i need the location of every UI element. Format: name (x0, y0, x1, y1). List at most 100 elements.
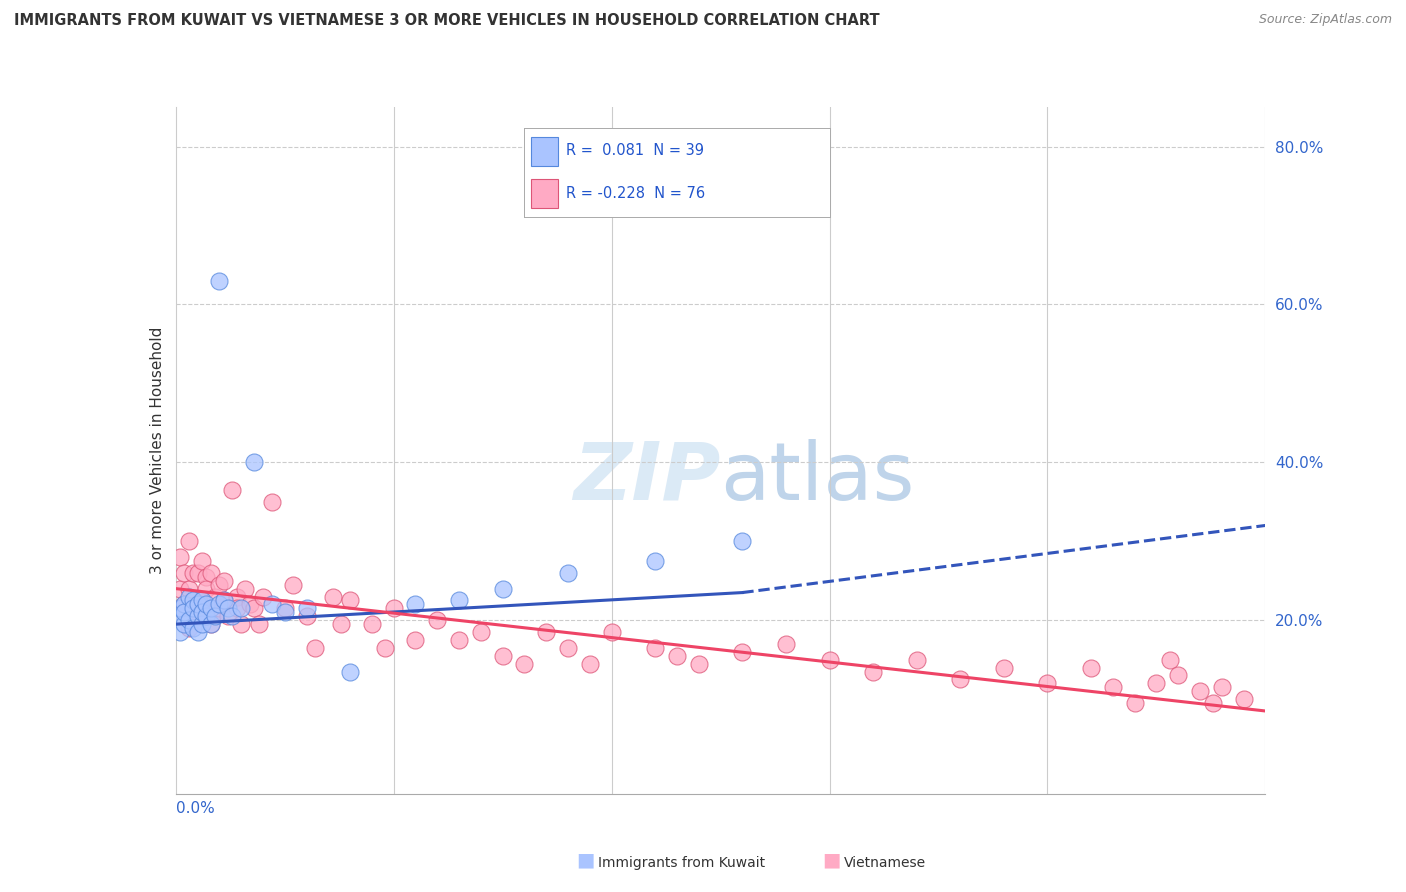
Point (169, 582, 191, 596)
Text: Immigrants from Kuwait: Immigrants from Kuwait (598, 855, 765, 870)
Point (666, 648, 689, 663)
Point (186, 566, 209, 580)
Point (243, 455, 266, 469)
Point (181, 621, 204, 635)
Point (260, 495, 283, 509)
Point (905, 653, 928, 667)
Point (200, 617, 222, 632)
Point (191, 605, 214, 619)
Point (177, 590, 200, 604)
Point (644, 640, 666, 655)
Point (405, 632, 427, 647)
Point (534, 625, 557, 640)
Point (274, 601, 297, 615)
Point (1189, 684, 1212, 698)
Point (195, 609, 218, 624)
Point (191, 593, 214, 607)
Point (1080, 660, 1102, 674)
Point (221, 609, 243, 624)
Text: 0.0%: 0.0% (176, 801, 215, 816)
Point (173, 598, 195, 612)
Point (492, 582, 515, 596)
Point (231, 601, 253, 615)
Point (557, 640, 579, 655)
Point (731, 534, 754, 549)
Point (382, 601, 405, 615)
Point (177, 613, 200, 627)
Point (169, 601, 191, 615)
Text: ZIP: ZIP (574, 439, 721, 517)
Point (195, 570, 218, 584)
Point (208, 601, 231, 615)
Point (225, 601, 247, 615)
Point (204, 605, 226, 619)
Point (1159, 653, 1181, 667)
Point (1202, 696, 1225, 710)
Point (191, 593, 214, 607)
Point (208, 598, 231, 612)
Point (360, 617, 382, 632)
Point (447, 593, 470, 607)
Point (818, 653, 841, 667)
Y-axis label: 3 or more Vehicles in Household: 3 or more Vehicles in Household (149, 326, 165, 574)
Point (1036, 676, 1059, 690)
Text: ■: ■ (576, 851, 595, 870)
Point (557, 566, 579, 580)
Point (191, 617, 214, 632)
Point (173, 598, 195, 612)
Point (252, 590, 274, 604)
Point (339, 665, 361, 679)
Point (688, 657, 710, 671)
Point (322, 590, 344, 604)
Point (295, 609, 318, 624)
Point (212, 574, 235, 588)
Point (186, 598, 209, 612)
Point (169, 609, 191, 624)
Point (775, 637, 797, 651)
Point (200, 566, 222, 580)
Text: Vietnamese: Vietnamese (844, 855, 925, 870)
Point (330, 617, 353, 632)
Point (217, 601, 239, 615)
Point (181, 593, 204, 607)
Point (173, 617, 195, 632)
Point (600, 625, 623, 640)
Point (225, 590, 247, 604)
Point (204, 590, 226, 604)
Point (304, 640, 326, 655)
Point (212, 593, 235, 607)
Point (243, 601, 266, 615)
Point (173, 605, 195, 619)
Point (191, 554, 214, 568)
Point (212, 593, 235, 607)
Point (221, 483, 243, 497)
Point (200, 601, 222, 615)
Point (993, 660, 1015, 674)
Point (186, 625, 209, 640)
Point (339, 593, 361, 607)
Point (186, 609, 209, 624)
Point (644, 554, 666, 568)
Point (239, 598, 262, 612)
Point (181, 601, 204, 615)
Point (195, 605, 218, 619)
Text: Source: ZipAtlas.com: Source: ZipAtlas.com (1258, 13, 1392, 27)
Point (283, 577, 305, 591)
Point (470, 625, 492, 640)
Text: atlas: atlas (721, 439, 915, 517)
Point (1167, 668, 1189, 682)
Point (235, 582, 257, 596)
Point (177, 582, 200, 596)
Point (195, 598, 218, 612)
Point (405, 598, 427, 612)
Point (200, 617, 222, 632)
Point (274, 605, 297, 619)
Point (579, 657, 602, 671)
Point (247, 617, 270, 632)
Point (208, 577, 231, 591)
Point (217, 609, 239, 624)
Point (169, 549, 191, 564)
Point (208, 274, 231, 288)
Point (513, 657, 536, 671)
Point (186, 605, 209, 619)
